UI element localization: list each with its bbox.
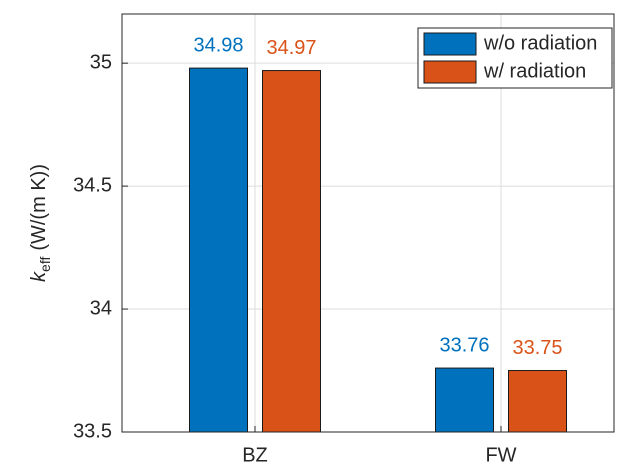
plot-frame	[121, 13, 615, 433]
data-label: 34.98	[193, 34, 243, 56]
bar	[262, 70, 321, 433]
legend-swatch	[423, 60, 477, 84]
bar	[508, 370, 567, 433]
x-tick-label: FW	[485, 444, 516, 466]
y-tick-label: 35	[90, 51, 112, 73]
data-label: 33.76	[439, 334, 489, 356]
data-label: 33.75	[512, 337, 562, 359]
legend-label: w/o radiation	[483, 32, 597, 54]
y-tick-label: 33.5	[73, 420, 112, 442]
y-tick-label: 34.5	[73, 174, 112, 196]
x-tick-label: BZ	[242, 444, 268, 466]
y-tick-label: 34	[90, 297, 112, 319]
bar	[189, 67, 248, 433]
data-label: 34.97	[266, 37, 316, 59]
legend-swatch	[423, 32, 477, 56]
legend-label: w/ radiation	[483, 60, 586, 82]
bar	[435, 367, 494, 433]
y-axis-label: keff(W/(m K))	[28, 164, 52, 282]
